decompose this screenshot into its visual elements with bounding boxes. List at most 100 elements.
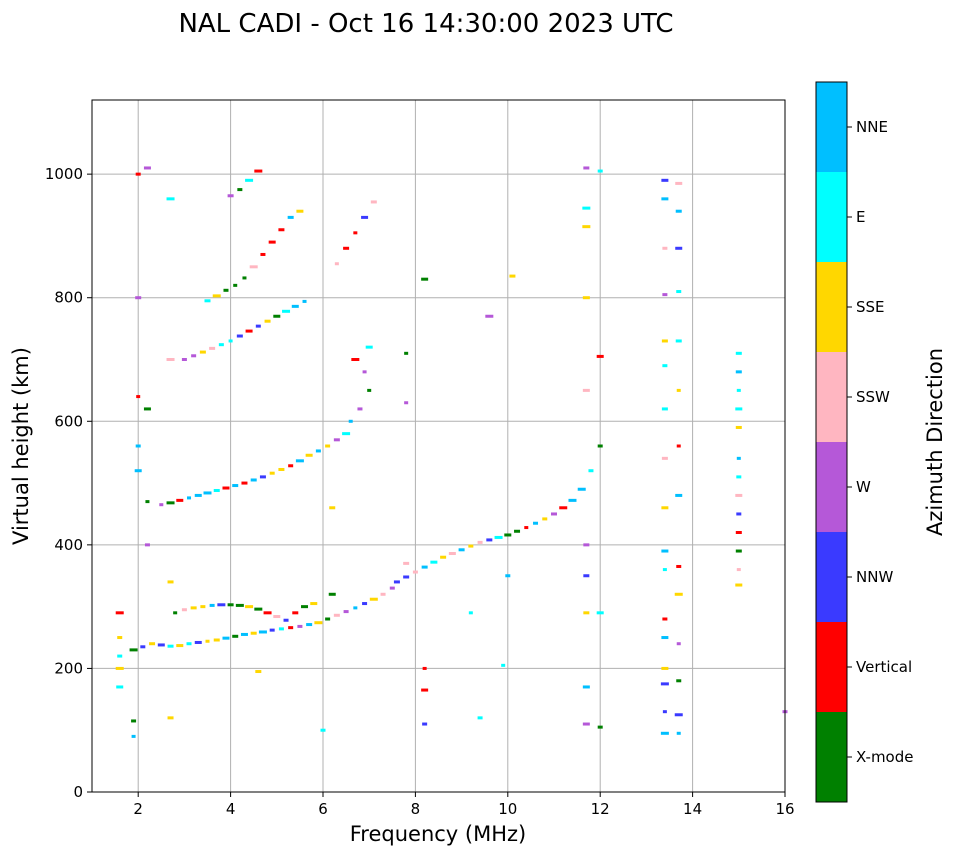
echo-mark — [117, 636, 123, 640]
echo-mark — [676, 444, 681, 448]
echo-mark — [159, 503, 164, 507]
echo-mark — [735, 425, 742, 429]
echo-mark — [404, 401, 409, 405]
echo-mark — [140, 645, 146, 649]
echo-mark — [166, 358, 175, 361]
echo-mark — [676, 642, 681, 646]
echo-mark — [421, 688, 429, 692]
y-tick-label: 200 — [54, 659, 83, 677]
x-tick-label: 16 — [775, 800, 794, 818]
y-axis: 0 200 400 600 800 1000 — [45, 165, 92, 801]
echo-mark — [597, 725, 603, 729]
echo-mark — [233, 283, 238, 287]
echo-mark — [583, 543, 590, 547]
echo-mark — [200, 605, 206, 609]
echo-mark — [134, 469, 142, 473]
echo-mark — [166, 197, 175, 201]
echo-mark — [236, 334, 243, 338]
echo-mark — [458, 548, 465, 552]
colorbar-segment — [816, 172, 847, 262]
echo-mark — [222, 636, 230, 640]
echo-mark — [403, 561, 410, 565]
colorbar-label: W — [856, 478, 871, 496]
echo-mark — [222, 486, 230, 490]
echo-mark — [135, 444, 141, 448]
echo-mark — [167, 716, 174, 720]
echo-mark — [143, 166, 151, 170]
echo-mark — [228, 339, 233, 343]
echo-mark — [662, 710, 667, 714]
echo-mark — [325, 617, 331, 621]
echo-mark — [288, 464, 294, 468]
echo-mark — [582, 685, 590, 689]
echo-mark — [422, 666, 427, 670]
y-tick-label: 400 — [54, 536, 83, 554]
echo-mark — [213, 638, 220, 642]
echo-mark — [296, 209, 304, 213]
echo-mark — [191, 354, 197, 358]
echo-mark — [209, 603, 215, 607]
echo-mark — [674, 592, 683, 596]
echo-mark — [194, 640, 202, 644]
plot-frame — [91, 99, 786, 793]
echo-mark — [597, 169, 603, 173]
echo-mark — [249, 265, 258, 269]
echo-mark — [325, 444, 331, 448]
colorbar-segment — [816, 622, 847, 712]
echo-mark — [588, 469, 594, 473]
echo-mark — [260, 252, 266, 256]
y-axis-label: Virtual height (km) — [9, 347, 33, 545]
colorbar: X-mode Vertical NNW W SSW SSE E NNE — [815, 81, 913, 803]
echo-mark — [675, 181, 683, 185]
echo-mark — [217, 603, 226, 607]
colorbar-segment — [816, 352, 847, 442]
echo-mark — [187, 496, 192, 500]
colorbar-segment — [816, 82, 847, 172]
echo-mark — [582, 206, 591, 210]
echo-mark — [181, 358, 187, 361]
echo-mark — [264, 319, 271, 323]
echo-mark — [494, 535, 503, 539]
echo-mark — [477, 540, 483, 544]
x-tick-label: 2 — [133, 800, 143, 818]
echo-mark — [735, 493, 743, 497]
colorbar-label: X-mode — [856, 748, 913, 766]
echo-mark — [117, 654, 123, 658]
echo-mark — [370, 200, 377, 204]
echo-mark — [250, 631, 257, 635]
echo-mark — [736, 388, 741, 392]
echo-mark — [314, 621, 323, 625]
echo-mark — [389, 586, 395, 590]
echo-mark — [254, 169, 263, 173]
echo-mark — [675, 209, 682, 213]
echo-mark — [227, 603, 234, 607]
echo-mark — [131, 734, 136, 738]
echo-mark — [328, 592, 336, 596]
echo-mark — [559, 506, 568, 510]
echo-mark — [263, 611, 272, 615]
echo-mark — [367, 388, 372, 392]
echo-mark — [218, 343, 224, 347]
echo-mark — [404, 351, 409, 355]
echo-mark — [255, 670, 262, 674]
echo-mark — [278, 228, 285, 232]
echo-mark — [582, 296, 590, 300]
echo-mark — [268, 240, 276, 244]
echo-mark — [504, 533, 512, 537]
echo-mark — [343, 246, 350, 250]
echo-mark — [468, 611, 473, 615]
echo-mark — [278, 467, 285, 471]
echo-mark — [662, 246, 668, 250]
echo-mark — [186, 642, 192, 646]
echo-mark — [675, 246, 683, 250]
echo-mark — [735, 370, 742, 374]
echo-mark — [250, 478, 257, 482]
x-tick-label: 14 — [683, 800, 702, 818]
echo-mark — [329, 506, 336, 510]
x-tick-label: 6 — [318, 800, 328, 818]
echo-mark — [524, 526, 529, 530]
echo-mark — [661, 636, 669, 640]
echo-mark — [736, 456, 741, 460]
echo-mark — [514, 529, 521, 533]
